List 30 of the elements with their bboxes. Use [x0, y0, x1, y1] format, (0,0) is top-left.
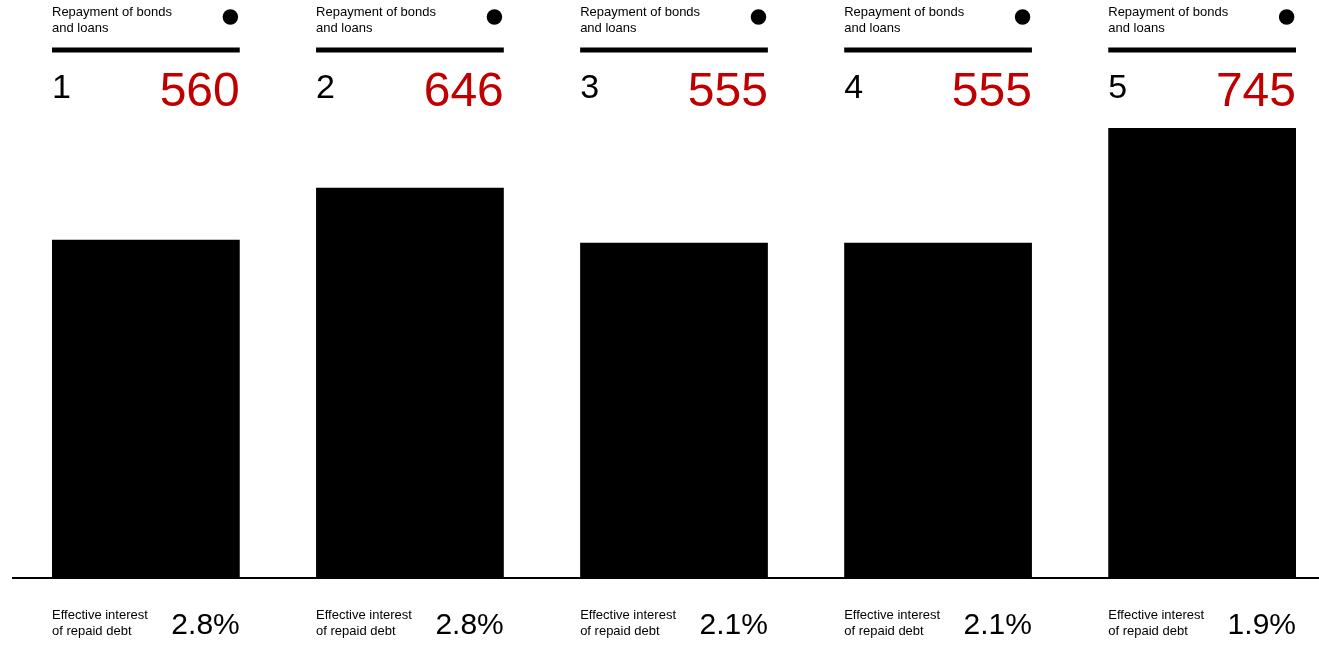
text: 2.1%	[963, 607, 1032, 640]
text: Effective interest of repaid debt	[1108, 607, 1205, 638]
text: Effective interest of repaid debt	[580, 607, 676, 638]
text: Repayment of bonds and loans	[580, 4, 701, 35]
data-label: 646	[423, 63, 504, 116]
data-label: 560	[159, 63, 240, 116]
x-tick-label: 4	[844, 67, 864, 105]
text: 2.8%	[171, 607, 240, 640]
x-tick-label: 1	[52, 67, 71, 105]
text: Repayment of bonds and loans	[844, 4, 965, 35]
text: Effective interest of repaid debt	[316, 607, 412, 638]
text: Repayment of bonds and loans	[1108, 4, 1229, 35]
x-tick-label: 2	[316, 67, 335, 105]
x-tick-label: 5	[1108, 67, 1128, 105]
bar	[52, 239, 240, 578]
text: 1.9%	[1227, 607, 1296, 640]
text: 2.8%	[435, 607, 504, 640]
bar	[580, 242, 768, 578]
text: Repayment of bonds and loans	[316, 4, 437, 35]
text: 2.1%	[699, 607, 768, 640]
data-label: 555	[951, 63, 1032, 116]
x-tick-label: 3	[580, 67, 600, 105]
bar	[844, 242, 1032, 578]
text: Effective interest of repaid debt	[52, 607, 149, 638]
bar	[316, 187, 504, 578]
text: Repayment of bonds and loans	[52, 4, 172, 35]
text: Effective interest of repaid debt	[844, 607, 941, 638]
data-label: 745	[1215, 63, 1296, 116]
data-label: 555	[687, 63, 768, 116]
bar	[1108, 128, 1296, 578]
